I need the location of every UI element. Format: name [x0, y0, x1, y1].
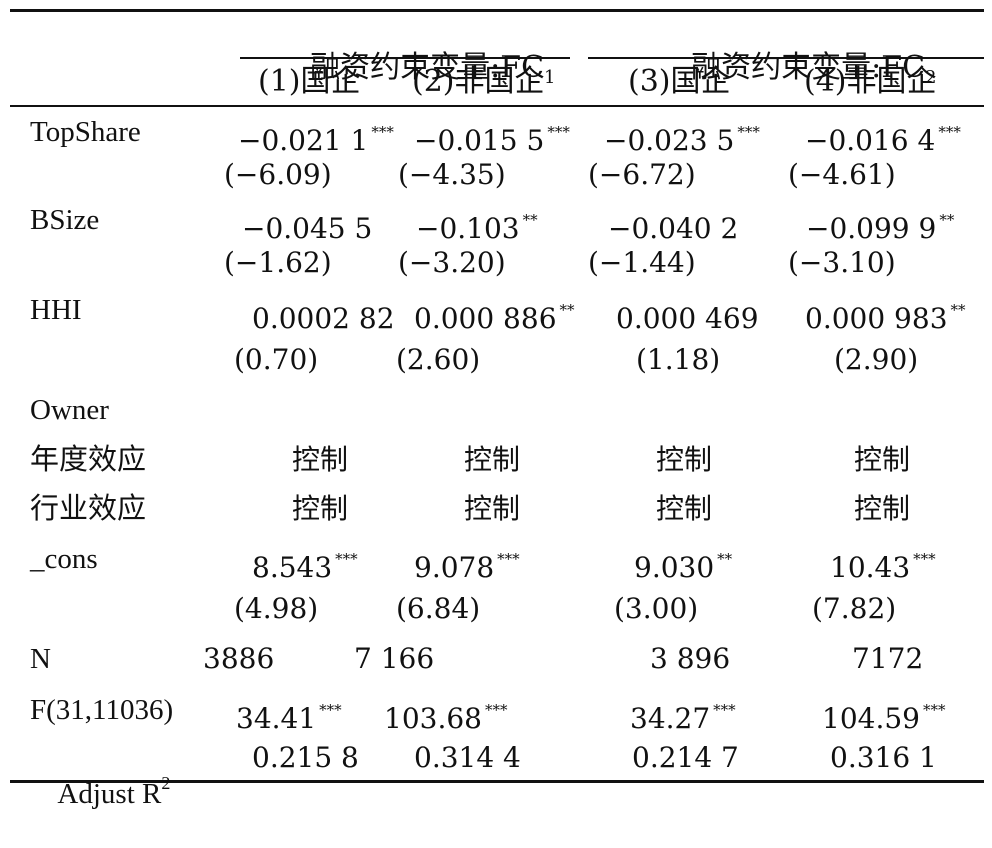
industry-effect-c4: 控制: [854, 492, 911, 525]
tstat-bsize-c4: (−3.10): [788, 246, 896, 279]
tstat-bsize-c1: (−1.62): [224, 246, 332, 279]
tstat-bsize-c2: (−3.20): [398, 246, 506, 279]
header-col-2: (2)非国企: [412, 64, 545, 99]
f-stat-c2: 103.68 ***: [384, 701, 508, 735]
coef-cons-c2: 9.078 ***: [414, 550, 520, 584]
header-bottom-rule: [10, 105, 984, 107]
n-c4: 7172: [852, 642, 924, 675]
f-stat-c1: 34.41 ***: [236, 701, 342, 735]
coef-hhi-c1: 0.0002 82: [252, 302, 395, 335]
coef-topshare-c3: −0.023 5 ***: [604, 123, 760, 157]
f-stat-c3: 34.27 ***: [630, 701, 736, 735]
n-c3: 3 896: [650, 642, 731, 675]
row-label-f-stat: F(31,11036): [30, 694, 174, 726]
coef-cons-c1: 8.543 ***: [252, 550, 358, 584]
industry-effect-c2: 控制: [464, 492, 521, 525]
row-label-bsize: BSize: [30, 204, 100, 236]
group1-underline: [240, 57, 570, 59]
adjust-r2-c1: 0.215 8: [252, 741, 359, 774]
row-label-cons: _cons: [30, 543, 98, 575]
tstat-cons-c4: (7.82): [812, 592, 897, 625]
coef-topshare-c4: −0.016 4 ***: [805, 123, 961, 157]
row-label-hhi: HHI: [30, 294, 82, 326]
bottom-rule: [10, 780, 984, 783]
coef-cons-c4: 10.43 ***: [830, 550, 936, 584]
row-label-n: N: [30, 643, 51, 675]
industry-effect-c3: 控制: [656, 492, 713, 525]
tstat-topshare-c2: (−4.35): [398, 158, 506, 191]
coef-bsize-c3: −0.040 2: [608, 212, 739, 245]
row-label-industry-effect: 行业效应: [30, 493, 147, 525]
header-group-fc1: 融资约束变量:FC1: [310, 50, 556, 88]
industry-effect-c1: 控制: [292, 492, 349, 525]
row-label-year-effect: 年度效应: [30, 444, 147, 476]
tstat-hhi-c4: (2.90): [834, 343, 919, 376]
tstat-topshare-c1: (−6.09): [224, 158, 332, 191]
row-label-adjust-r2: Adjust R2: [57, 773, 171, 810]
year-effect-c4: 控制: [854, 443, 911, 476]
tstat-cons-c1: (4.98): [234, 592, 319, 625]
year-effect-c1: 控制: [292, 443, 349, 476]
coef-hhi-c2: 0.000 886 **: [414, 301, 575, 335]
coef-bsize-c4: −0.099 9 **: [806, 211, 955, 245]
tstat-cons-c2: (6.84): [396, 592, 481, 625]
header-col-3: (3)国企: [628, 64, 731, 99]
coef-bsize-c2: −0.103 **: [416, 211, 538, 245]
header-col-1: (1)国企: [258, 64, 361, 99]
tstat-hhi-c3: (1.18): [636, 343, 721, 376]
group2-underline: [588, 57, 984, 59]
coef-hhi-c3: 0.000 469: [616, 302, 759, 335]
year-effect-c2: 控制: [464, 443, 521, 476]
coef-bsize-c1: −0.045 5: [242, 212, 373, 245]
tstat-bsize-c3: (−1.44): [588, 246, 696, 279]
row-label-owner: Owner: [30, 394, 109, 426]
coef-hhi-c4: 0.000 983 **: [805, 301, 966, 335]
year-effect-c3: 控制: [656, 443, 713, 476]
coef-topshare-c2: −0.015 5 ***: [414, 123, 570, 157]
header-col-4: (4)非国企: [804, 64, 937, 99]
f-stat-c4: 104.59 ***: [822, 701, 946, 735]
top-rule: [10, 9, 984, 12]
row-label-topshare: TopShare: [30, 116, 141, 148]
adjust-r2-c4: 0.316 1: [830, 741, 937, 774]
coef-cons-c3: 9.030 **: [634, 550, 733, 584]
tstat-topshare-c4: (−4.61): [788, 158, 896, 191]
header-group-fc2: 融资约束变量:FC2: [691, 50, 937, 88]
coef-topshare-c1: −0.021 1 ***: [238, 123, 394, 157]
tstat-hhi-c1: (0.70): [234, 343, 319, 376]
n-c2: 7 166: [354, 642, 435, 675]
tstat-cons-c3: (3.00): [614, 592, 699, 625]
adjust-r2-c2: 0.314 4: [414, 741, 521, 774]
regression-table: 融资约束变量:FC1 融资约束变量:FC2 (1)国企 (2)非国企 (3)国企…: [10, 9, 984, 810]
adjust-r2-c3: 0.214 7: [632, 741, 739, 774]
tstat-topshare-c3: (−6.72): [588, 158, 696, 191]
tstat-hhi-c2: (2.60): [396, 343, 481, 376]
n-c1: 3886: [203, 642, 275, 675]
